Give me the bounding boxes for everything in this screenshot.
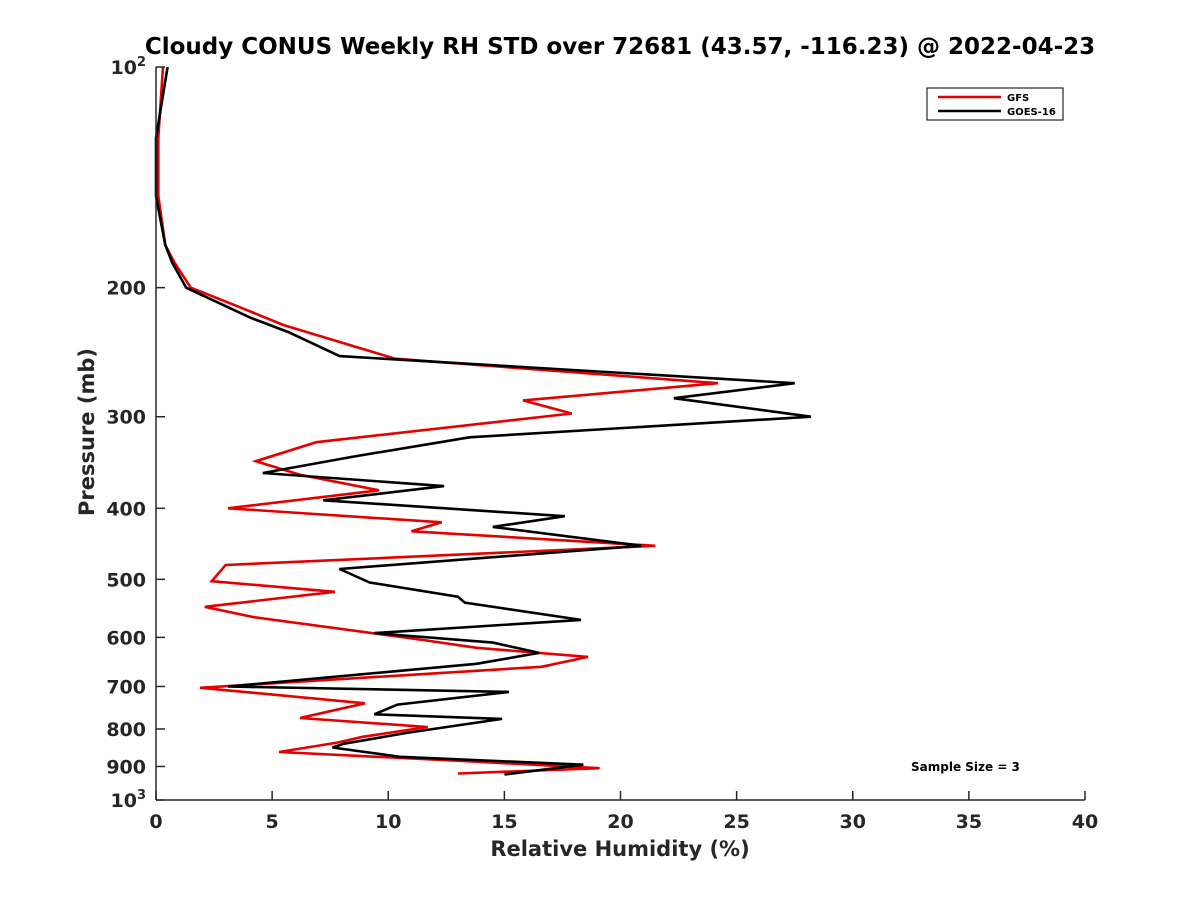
y-tick-label: 200 [106,278,146,300]
y-tick-label: 800 [106,719,146,741]
tick-layer: 0 5 10 15 20 25 30 35 40 102 200 300 400 500 600 700 800… [106,55,1098,833]
x-tick-label: 0 [149,811,162,833]
y-tick-label: 102 [111,55,147,79]
x-axis-label: Relative Humidity (%) [490,837,749,861]
y-tick-label: 103 [111,788,147,812]
series-line-goes-16 [154,66,812,776]
y-tick-label: 400 [106,498,146,520]
y-tick-label: 700 [106,676,146,698]
x-tick-label: 20 [607,811,633,833]
y-tick-label: 900 [106,756,146,778]
x-tick-label: 5 [266,811,279,833]
x-tick-label: 15 [491,811,517,833]
series-line-gfs [157,66,719,775]
y-axis-label: Pressure (mb) [75,348,99,516]
legend-box [926,87,1064,121]
x-tick-label: 10 [375,811,401,833]
axes-layer [155,67,1085,801]
sample-size-annotation: Sample Size = 3 [911,760,1020,774]
chart-title: Cloudy CONUS Weekly RH STD over 72681 (4… [145,34,1095,60]
legend-label-goes16: GOES-16 [1007,107,1056,118]
x-tick-label: 40 [1072,811,1098,833]
y-tick-label: 300 [106,407,146,429]
x-tick-label: 30 [840,811,866,833]
x-tick-label: 25 [723,811,749,833]
y-tick-label: 600 [106,627,146,649]
legend-label-gfs: GFS [1007,93,1029,104]
legend: GFS GOES-16 [926,87,1064,121]
y-tick-label: 500 [106,569,146,591]
x-tick-label: 35 [956,811,982,833]
series-layer [154,66,812,776]
